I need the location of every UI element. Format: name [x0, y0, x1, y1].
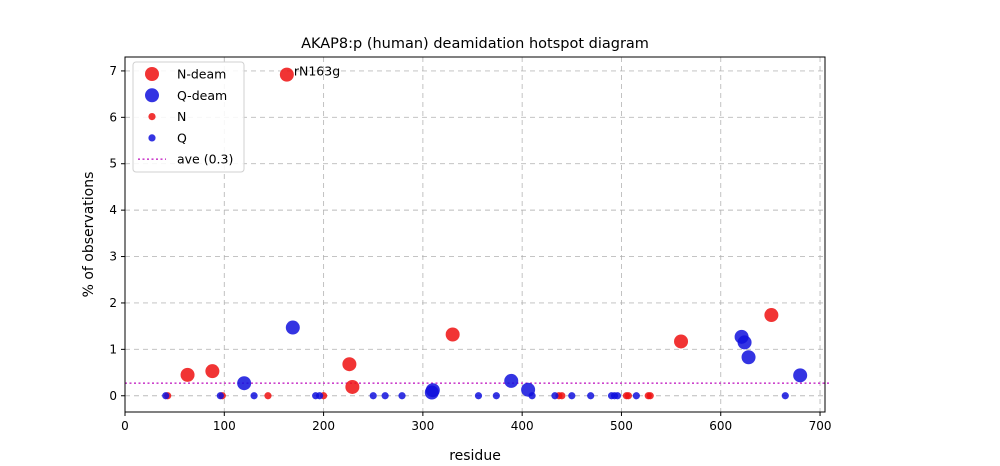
data-point-n-deam — [342, 357, 357, 372]
annotation-layer: rN163g — [294, 64, 340, 79]
data-point-q — [216, 392, 224, 400]
chart-title: AKAP8:p (human) deamidation hotspot diag… — [301, 36, 649, 52]
x-tick-label: 700 — [809, 419, 832, 433]
data-point-q-deam — [504, 373, 519, 388]
ticks-layer: 0 100 200 300 400 500 600 700 0 1 2 3 4 5 6 7 — [109, 64, 831, 433]
data-point-q — [632, 392, 640, 400]
x-tick-label: 300 — [411, 419, 434, 433]
data-point-n-deam — [674, 334, 689, 349]
x-tick-label: 600 — [709, 419, 732, 433]
y-axis-label: % of observations — [81, 172, 97, 298]
data-point-q — [316, 392, 324, 400]
data-point-q — [250, 392, 258, 400]
legend-marker-q-deam — [145, 88, 159, 103]
legend-marker-n — [148, 113, 156, 121]
data-point-q — [474, 392, 483, 400]
legend-label: Q-deam — [177, 88, 227, 103]
data-point-q — [369, 392, 377, 400]
data-point-q-deam — [425, 383, 440, 398]
data-point-q-deam — [737, 335, 752, 350]
data-point-n-deam — [764, 308, 779, 323]
data-point-q — [568, 392, 576, 400]
legend-label: N — [177, 109, 186, 124]
y-tick-label: 3 — [109, 250, 117, 264]
y-tick-label: 2 — [109, 296, 117, 310]
point-annotation: rN163g — [294, 64, 340, 79]
legend-label: ave (0.3) — [177, 152, 233, 167]
x-tick-label: 400 — [511, 419, 534, 433]
data-point-q — [613, 392, 622, 400]
y-tick-label: 7 — [109, 64, 117, 78]
data-point-n-deam — [279, 67, 294, 82]
data-point-n — [558, 392, 566, 400]
data-point-q — [551, 392, 559, 400]
data-point-n-deam — [205, 364, 220, 379]
data-point-q — [587, 392, 595, 400]
data-point-n-deam — [445, 327, 460, 342]
plot-frame — [124, 56, 826, 413]
y-tick-label: 6 — [109, 110, 117, 124]
x-tick-label: 0 — [121, 419, 129, 433]
x-tick-label: 200 — [312, 419, 335, 433]
data-point-q — [492, 392, 500, 400]
x-axis-label: residue — [449, 448, 501, 464]
y-tick-label: 5 — [109, 157, 117, 171]
legend-marker-q — [148, 134, 156, 142]
data-point-q-deam — [285, 320, 300, 335]
points-layer — [162, 67, 808, 400]
data-point-n-deam — [180, 367, 195, 382]
y-tick-label: 0 — [109, 389, 117, 403]
data-point-q-deam — [237, 376, 252, 391]
x-tick-label: 500 — [610, 419, 633, 433]
y-tick-label: 4 — [109, 203, 117, 217]
data-point-n — [264, 392, 272, 400]
data-point-q — [381, 392, 389, 400]
data-point-n-deam — [345, 379, 360, 394]
data-point-q — [781, 392, 789, 400]
data-point-q-deam — [521, 382, 536, 397]
legend-box — [132, 61, 245, 173]
legend-label: N-deam — [177, 67, 226, 82]
data-point-n — [646, 392, 654, 400]
data-point-q-deam — [793, 368, 808, 383]
legend-label: Q — [177, 130, 187, 145]
legend-marker-n-deam — [145, 67, 159, 81]
data-point-n — [624, 392, 633, 400]
data-point-q — [398, 392, 406, 400]
data-point-q — [162, 392, 170, 400]
y-tick-label: 1 — [109, 342, 117, 356]
x-tick-label: 100 — [213, 419, 236, 433]
data-point-q-deam — [741, 350, 756, 365]
